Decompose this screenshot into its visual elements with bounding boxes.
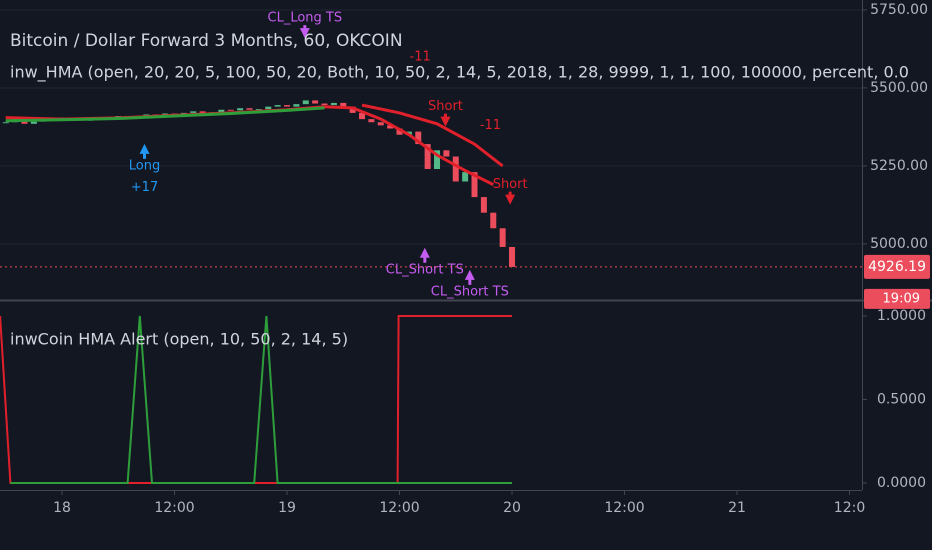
- candle: [434, 150, 441, 170]
- signal-label: +17: [131, 180, 158, 195]
- candle: [415, 131, 422, 145]
- candle: [255, 109, 262, 111]
- signal-label: Long: [129, 158, 160, 173]
- x-tick-label: 18: [53, 500, 71, 516]
- candle: [190, 111, 197, 113]
- x-tick-label: 12:00: [604, 500, 644, 516]
- candle: [302, 100, 309, 105]
- candle: [396, 128, 403, 135]
- y-tick-label: 0.5000: [877, 392, 926, 408]
- signal-arrow: [419, 247, 430, 263]
- signal-label: -11: [410, 49, 431, 64]
- candle: [265, 106, 272, 110]
- candle: [199, 111, 206, 114]
- y-tick-label: 0.0000: [877, 475, 926, 491]
- candle: [30, 121, 37, 124]
- last-price-box: [864, 254, 930, 279]
- signal-arrow: [139, 143, 150, 159]
- candle: [490, 212, 497, 229]
- signal-label: -11: [480, 118, 501, 133]
- candle: [218, 109, 225, 113]
- signal-arrow: [464, 269, 475, 285]
- candle: [227, 109, 234, 111]
- candle: [443, 150, 450, 157]
- y-tick-label: 5500.00: [870, 80, 928, 96]
- countdown-label: 19:09: [883, 291, 920, 306]
- candle: [340, 102, 347, 107]
- y-tick-label: 5000.00: [870, 236, 928, 252]
- candle: [462, 172, 469, 182]
- signal-label: CL_Long TS: [268, 11, 343, 26]
- candle: [471, 172, 478, 198]
- candle: [274, 105, 281, 107]
- x-tick-label: 12:0: [834, 500, 865, 516]
- y-tick-label: 1.0000: [877, 308, 926, 324]
- candle: [424, 144, 431, 170]
- alert-title: inwCoin HMA Alert (open, 10, 50, 2, 14, …: [10, 330, 348, 349]
- y-tick-label: 5250.00: [870, 158, 928, 174]
- candle: [349, 106, 356, 113]
- y-tick-label: 5750.00: [870, 2, 928, 18]
- signal-arrow: [299, 25, 310, 39]
- x-tick-label: 19: [278, 500, 296, 516]
- candle: [452, 156, 459, 182]
- signal-arrow: [505, 191, 516, 205]
- candle: [2, 122, 9, 124]
- countdown-box: [864, 288, 930, 309]
- signal-label: CL_Short TS: [386, 262, 464, 277]
- candle: [509, 246, 516, 267]
- signal-arrow: [440, 113, 451, 127]
- x-tick-label: 21: [728, 500, 746, 516]
- candle: [21, 120, 28, 124]
- candle: [368, 119, 375, 123]
- hma-line: [361, 103, 504, 168]
- candle: [321, 103, 328, 106]
- candle: [377, 122, 384, 126]
- candle: [312, 100, 319, 104]
- candle: [480, 197, 487, 213]
- candle: [359, 112, 366, 120]
- main-title: Bitcoin / Dollar Forward 3 Months, 60, O…: [10, 31, 403, 51]
- signal-label: Short: [493, 177, 528, 192]
- candle: [284, 105, 291, 107]
- candle: [246, 108, 253, 110]
- indicator-title: inw_HMA (open, 20, 20, 5, 100, 50, 20, B…: [10, 63, 909, 83]
- candle: [237, 108, 244, 111]
- x-tick-label: 12:00: [379, 500, 419, 516]
- alert-line: [10, 315, 512, 484]
- signal-label: Short: [428, 99, 463, 114]
- x-tick-label: 12:00: [154, 500, 194, 516]
- candle: [293, 104, 300, 107]
- last-price-label: 4926.19: [868, 259, 926, 275]
- candle: [387, 125, 394, 129]
- x-tick-label: 20: [503, 500, 521, 516]
- hma-line: [5, 106, 325, 123]
- candle: [330, 102, 337, 106]
- candle: [499, 228, 506, 247]
- signal-label: CL_Short TS: [431, 284, 509, 299]
